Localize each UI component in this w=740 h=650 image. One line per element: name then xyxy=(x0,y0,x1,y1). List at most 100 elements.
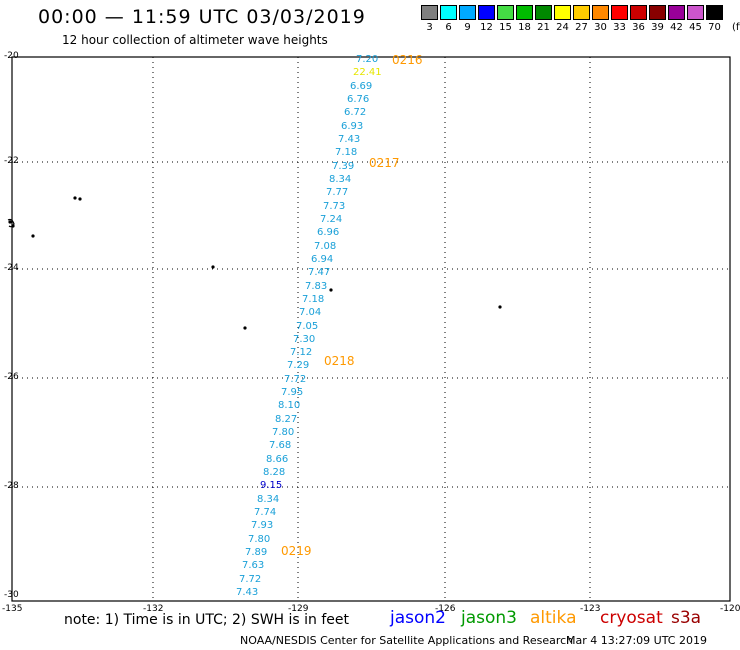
wave-height-label: 7.05 xyxy=(296,320,319,332)
legend-swatch xyxy=(630,5,647,20)
islands xyxy=(7,196,502,330)
legend-label: 36 xyxy=(632,22,645,33)
wave-height-label: 7.20 xyxy=(356,54,379,65)
legend-swatch xyxy=(497,5,514,20)
legend-label: 45 xyxy=(689,22,702,33)
legend-label: 12 xyxy=(480,22,493,33)
wave-height-label: 7.30 xyxy=(293,333,316,345)
wave-height-label: 6.69 xyxy=(350,80,373,92)
wave-height-label: 7.83 xyxy=(305,280,328,292)
wave-height-label: 7.39 xyxy=(332,160,355,172)
satellite-legend-s3a: s3a xyxy=(671,608,702,628)
generated-timestamp: Mar 4 13:27:09 UTC 2019 xyxy=(566,634,707,647)
wave-height-label: 7.72 xyxy=(239,573,262,585)
legend-swatch xyxy=(440,5,457,20)
legend-swatch xyxy=(535,5,552,20)
latitude-tick-label: -22 xyxy=(4,156,19,166)
legend-label: 6 xyxy=(445,22,452,33)
wave-height-label: 8.28 xyxy=(263,467,286,479)
legend-swatch xyxy=(459,5,476,20)
island-mark xyxy=(31,234,35,238)
pass-time-label: 0216 xyxy=(392,53,423,67)
legend-swatch xyxy=(516,5,533,20)
legend-swatch xyxy=(706,5,723,20)
legend-label: 39 xyxy=(651,22,664,33)
map-note: note: 1) Time is in UTC; 2) SWH is in fe… xyxy=(64,612,350,628)
island-outline xyxy=(7,218,15,228)
wave-height-label: 22.41 xyxy=(353,67,382,79)
legend-swatch xyxy=(687,5,704,20)
wave-height-label: 7.93 xyxy=(251,520,274,532)
wave-height-label: 7.80 xyxy=(272,427,295,439)
legend-label: 21 xyxy=(537,22,550,33)
longitude-tick-label: -120 xyxy=(720,604,740,614)
wave-height-label: 7.73 xyxy=(323,200,346,212)
island-mark xyxy=(211,265,215,269)
wave-height-label: 8.66 xyxy=(266,453,289,465)
legend-label: 9 xyxy=(464,22,471,33)
longitude-tick-label: -123 xyxy=(580,604,601,614)
map-subtitle: 12 hour collection of altimeter wave hei… xyxy=(62,33,328,47)
legend-swatch xyxy=(592,5,609,20)
credit-text: NOAA/NESDIS Center for Satellite Applica… xyxy=(240,634,574,647)
latitude-tick-label: -26 xyxy=(4,372,19,382)
latitude-tick-label: -30 xyxy=(4,590,19,600)
legend-label: 42 xyxy=(670,22,683,33)
wave-height-label: 6.96 xyxy=(317,227,340,239)
legend-swatch xyxy=(668,5,685,20)
island-mark xyxy=(8,220,12,224)
wave-height-label: 7.89 xyxy=(245,547,268,559)
latitude-tick-label: -28 xyxy=(4,481,19,491)
wave-height-label: 7.47 xyxy=(308,267,331,279)
longitude-tick-label: -129 xyxy=(288,604,309,614)
legend-swatch xyxy=(554,5,571,20)
wave-height-label: 7.18 xyxy=(335,147,358,159)
wave-height-label: 7.68 xyxy=(269,440,292,452)
graticule xyxy=(12,57,730,601)
wave-height-label: 7.74 xyxy=(254,507,277,519)
legend-label: 24 xyxy=(556,22,569,33)
satellite-legend-cryosat: cryosat xyxy=(600,608,663,628)
pass-time-label: 0219 xyxy=(281,544,312,558)
wave-height-label: 7.24 xyxy=(320,213,343,225)
legend-swatch xyxy=(421,5,438,20)
wave-height-label: 8.34 xyxy=(257,493,280,505)
wave-height-label: 7.18 xyxy=(302,293,325,305)
satellite-legend-jason3: jason3 xyxy=(461,608,517,628)
legend-swatch xyxy=(573,5,590,20)
island-mark xyxy=(498,305,502,309)
legend-swatch xyxy=(611,5,628,20)
wave-height-label: 6.94 xyxy=(311,253,334,265)
longitude-tick-label: -132 xyxy=(143,604,164,614)
wave-height-label: 8.34 xyxy=(329,173,352,185)
wave-height-label: 8.27 xyxy=(275,413,298,425)
longitude-tick-label: -135 xyxy=(2,604,23,614)
island-mark xyxy=(243,326,247,330)
island-mark xyxy=(78,197,82,201)
legend-label: 3 xyxy=(426,22,433,33)
legend-swatch xyxy=(649,5,666,20)
legend-label: 30 xyxy=(594,22,607,33)
wave-height-label: 7.08 xyxy=(314,240,337,252)
legend-label: 33 xyxy=(613,22,626,33)
wave-height-label: 8.10 xyxy=(278,400,301,412)
wave-height-label: 7.63 xyxy=(242,560,265,572)
wave-height-label: 7.43 xyxy=(236,587,259,598)
wave-height-label: 9.15 xyxy=(260,480,283,492)
satellite-legend-altika: altika xyxy=(530,608,577,628)
legend-label: 18 xyxy=(518,22,531,33)
wave-height-label: 7.80 xyxy=(248,533,271,545)
wave-height-label: 6.76 xyxy=(347,93,370,105)
wave-height-label: 6.93 xyxy=(341,120,364,132)
legend-swatch xyxy=(478,5,495,20)
latitude-tick-label: -24 xyxy=(4,263,19,273)
map-title: 00:00 — 11:59 UTC 03/03/2019 xyxy=(38,6,366,28)
pass-time-label: 0218 xyxy=(324,354,355,368)
wave-height-label: 6.72 xyxy=(344,107,367,119)
legend-label: 27 xyxy=(575,22,588,33)
island-mark xyxy=(329,288,333,292)
map-frame xyxy=(11,56,731,602)
satellite-legend-jason2: jason2 xyxy=(390,608,446,628)
wave-height-label: 7.95 xyxy=(281,387,304,399)
